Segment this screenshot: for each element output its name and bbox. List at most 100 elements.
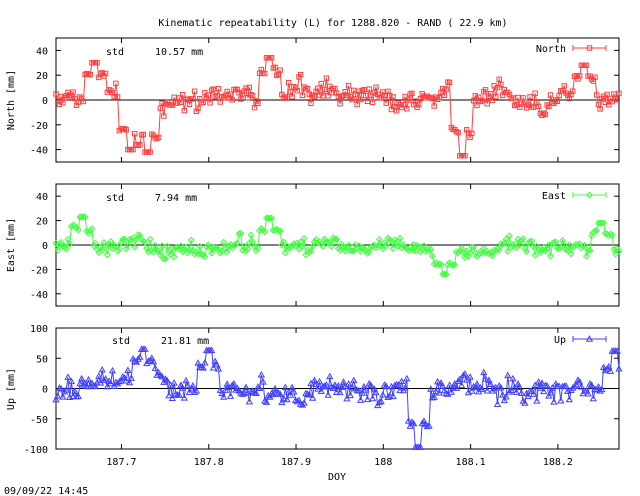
north-y-axis: -40 -20 0 20 40: [30, 46, 619, 157]
data-point: [358, 389, 366, 396]
data-point: [468, 243, 476, 251]
data-point: [601, 366, 609, 374]
series-line: [55, 57, 620, 157]
data-point: [409, 90, 415, 97]
data-point: [186, 101, 193, 108]
data-point: [124, 241, 132, 249]
data-point: [345, 82, 352, 89]
data-point: [522, 99, 528, 105]
data-point: [591, 227, 599, 235]
data-point: [354, 101, 360, 108]
data-point: [286, 244, 294, 252]
data-point: [141, 238, 149, 246]
data-point: [396, 234, 404, 242]
up-panel: -100 -50 0 50 100 Up [mm] std 21.81 mm Up: [6, 324, 623, 456]
data-point: [584, 246, 592, 254]
data-point: [288, 383, 296, 391]
data-point: [443, 86, 449, 93]
data-point: [412, 98, 419, 104]
data-point: [315, 377, 324, 385]
data-point: [261, 228, 269, 236]
data-point: [103, 251, 111, 259]
data-point: [502, 235, 510, 243]
data-point: [79, 381, 88, 388]
data-point: [432, 387, 440, 395]
up-series: [52, 345, 623, 450]
data-point: [252, 389, 260, 396]
data-point: [223, 380, 231, 387]
data-point: [64, 235, 72, 243]
chart-title: Kinematic repeatability (L) for 1288.820…: [158, 18, 507, 29]
data-point: [530, 104, 537, 110]
data-point: [512, 388, 520, 395]
data-point: [344, 380, 353, 387]
data-point: [545, 392, 553, 399]
up-std-value: 21.81 mm: [161, 336, 209, 347]
data-point: [119, 236, 127, 244]
data-point: [504, 247, 512, 255]
data-point: [437, 379, 445, 386]
data-point: [237, 230, 245, 238]
data-point: [497, 384, 505, 391]
data-point: [295, 396, 303, 403]
data-point: [598, 219, 606, 227]
data-point: [201, 358, 209, 366]
data-point: [333, 235, 341, 243]
data-point: [214, 92, 220, 99]
data-point: [462, 153, 468, 159]
data-point: [570, 88, 576, 94]
data-point: [318, 80, 324, 87]
data-point: [497, 240, 505, 248]
data-point: [281, 383, 289, 391]
data-point: [137, 141, 143, 148]
data-point: [545, 241, 553, 249]
data-point: [251, 104, 258, 111]
data-point: [495, 246, 503, 254]
data-point: [201, 253, 209, 261]
data-point: [127, 236, 135, 244]
data-point: [541, 247, 549, 255]
data-point: [158, 242, 166, 250]
data-point: [382, 382, 390, 390]
data-point: [571, 242, 579, 250]
data-point: [488, 252, 496, 260]
data-point: [582, 386, 591, 394]
data-point: [361, 86, 367, 93]
data-point: [117, 377, 125, 384]
data-point: [535, 103, 542, 110]
data-point: [324, 391, 332, 398]
data-point: [499, 241, 507, 249]
data-point: [504, 371, 512, 379]
x-axis-label: DOY: [328, 472, 346, 483]
data-point: [593, 227, 601, 235]
data-point: [586, 246, 594, 254]
data-point: [59, 393, 67, 400]
data-point: [140, 131, 146, 138]
data-point: [527, 94, 533, 100]
data-point: [389, 244, 397, 252]
data-point: [336, 388, 344, 396]
data-point: [516, 241, 524, 249]
data-point: [350, 376, 358, 384]
data-point: [170, 379, 178, 386]
data-point: [435, 389, 443, 396]
data-point: [54, 246, 62, 254]
y-tick-label: 0: [42, 385, 48, 396]
data-point: [577, 382, 586, 390]
data-point: [115, 245, 123, 253]
data-point: [427, 245, 435, 253]
data-point: [429, 95, 436, 102]
data-point: [95, 372, 103, 379]
data-point: [88, 225, 96, 233]
data-point: [72, 95, 78, 102]
data-point: [498, 81, 504, 88]
data-point: [452, 248, 460, 256]
data-point: [127, 374, 135, 381]
data-point: [79, 213, 87, 221]
data-point: [114, 94, 121, 100]
data-point: [107, 238, 115, 246]
data-point: [372, 388, 380, 396]
data-point: [85, 229, 93, 237]
data-point: [547, 252, 555, 260]
data-point: [356, 396, 365, 403]
